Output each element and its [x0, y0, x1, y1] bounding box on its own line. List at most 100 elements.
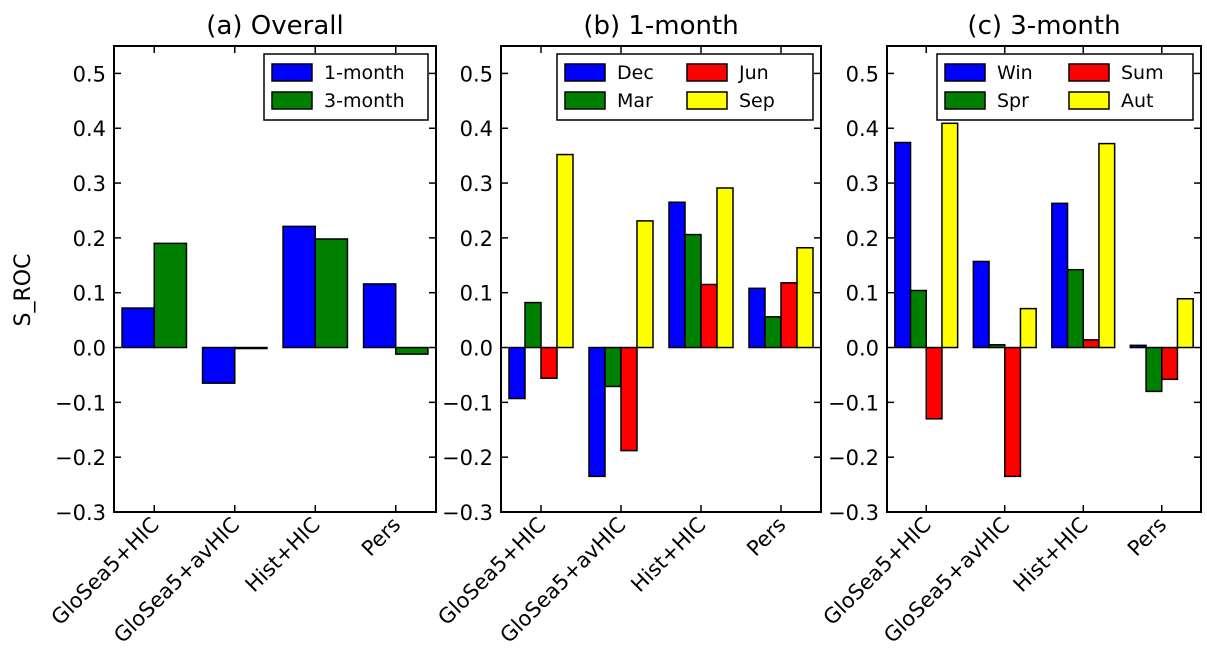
y-tick-label: 0.3: [73, 172, 106, 196]
legend-swatch: [271, 91, 313, 110]
y-tick-label: −0.3: [828, 501, 879, 525]
y-axis-label: S_ROC: [11, 254, 36, 327]
legend-label: Sep: [739, 90, 775, 112]
y-tick-label: 0.0: [73, 337, 106, 361]
panel-title: (a) Overall: [206, 11, 343, 41]
bar: [362, 283, 397, 349]
legend-label: Dec: [617, 62, 654, 84]
bar: [796, 247, 814, 349]
bar: [764, 316, 782, 349]
bar: [201, 346, 236, 384]
y-tick-label: −0.1: [828, 391, 879, 415]
x-tick-label: Pers: [1123, 513, 1171, 561]
panel-title: (c) 3-month: [967, 11, 1120, 41]
bar: [524, 301, 542, 349]
bar: [909, 289, 927, 349]
panel-2: (b) 1-month 0.5 0.4 0.3 0.2 0.1 0.0 −0.1 −0.2 −0.…: [433, 11, 822, 648]
bar: [716, 187, 734, 349]
y-tick-label: 0.5: [73, 62, 106, 86]
legend: Win Spr Sum Aut: [936, 53, 1194, 121]
legend-swatch: [686, 91, 728, 110]
y-tick-label: −0.1: [55, 391, 106, 415]
y-tick-label: −0.3: [442, 501, 493, 525]
legend-label: Jun: [738, 62, 769, 84]
legend-swatch: [944, 91, 986, 110]
legend-swatch: [1068, 91, 1110, 110]
y-tick-label: 0.4: [460, 117, 493, 141]
y-tick-label: 0.4: [846, 117, 879, 141]
bar: [925, 346, 943, 420]
bar: [121, 307, 156, 349]
bar: [1145, 346, 1163, 393]
bar: [780, 282, 798, 349]
y-tick-label: 0.0: [846, 337, 879, 361]
y-tick-label: −0.1: [442, 391, 493, 415]
y-tick-label: 0.1: [460, 282, 493, 306]
y-tick-label: 0.2: [846, 227, 879, 251]
bar: [620, 346, 638, 452]
bar: [748, 287, 766, 349]
bar: [282, 225, 316, 349]
legend: Dec Mar Jun Sep: [556, 53, 814, 121]
bar: [556, 153, 574, 349]
bar: [508, 346, 526, 400]
panel-3: (c) 3-month 0.5 0.4 0.3 0.2 0.1 0.0 −0.1 −0.2 −0.…: [819, 11, 1202, 648]
x-tick-label: Hist+HIC: [1009, 513, 1093, 597]
y-tick-label: −0.2: [828, 446, 879, 470]
y-tick-label: 0.5: [460, 62, 493, 86]
bar: [1082, 339, 1100, 349]
y-tick-label: −0.2: [442, 446, 493, 470]
y-tick-label: 0.1: [846, 282, 879, 306]
bar: [314, 238, 349, 349]
bar: [941, 122, 959, 349]
bar: [700, 283, 718, 349]
x-tick-label: Pers: [357, 513, 405, 561]
y-tick-label: 0.1: [73, 282, 106, 306]
legend-label: 3-month: [324, 90, 405, 112]
bar: [668, 201, 686, 349]
bar: [1176, 297, 1194, 349]
legend-swatch: [271, 63, 313, 82]
axes-frame: [886, 45, 1202, 513]
legend-label: Spr: [997, 90, 1029, 112]
bar: [588, 346, 606, 478]
legend-swatch: [686, 63, 728, 82]
bar: [972, 260, 990, 349]
bar: [1066, 268, 1085, 349]
bar: [894, 141, 912, 349]
bar: [1019, 307, 1037, 349]
x-tick-label: Hist+HIC: [241, 513, 325, 597]
legend-swatch: [564, 63, 606, 82]
bar: [1004, 346, 1022, 478]
bar: [604, 346, 622, 388]
legend-label: 1-month: [324, 62, 405, 84]
axes-frame: [113, 45, 437, 513]
bar: [395, 346, 429, 355]
bar: [540, 346, 558, 379]
y-tick-label: −0.3: [55, 501, 106, 525]
legend-swatch: [564, 91, 606, 110]
panel-1: (a) Overall 0.5 0.4 0.3 0.2 0.1 0.0 −0.1 −0.2 −0.…: [47, 11, 437, 648]
legend-label: Sum: [1121, 62, 1164, 84]
y-tick-label: 0.5: [846, 62, 879, 86]
x-tick-label: Pers: [742, 513, 790, 561]
bar: [153, 242, 188, 349]
bar: [1051, 202, 1069, 349]
legend-swatch: [944, 63, 986, 82]
legend-label: Aut: [1121, 90, 1154, 112]
bar: [1129, 344, 1147, 349]
y-tick-label: 0.2: [460, 227, 493, 251]
panel-title: (b) 1-month: [583, 11, 738, 41]
y-tick-label: 0.3: [846, 172, 879, 196]
legend-swatch: [1068, 63, 1110, 82]
y-tick-label: −0.2: [55, 446, 106, 470]
y-tick-label: 0.3: [460, 172, 493, 196]
bar: [1098, 142, 1116, 349]
legend-label: Win: [997, 62, 1033, 84]
bar: [234, 346, 268, 350]
y-tick-label: 0.0: [460, 337, 493, 361]
bar: [1161, 346, 1179, 381]
bar: [684, 233, 702, 349]
bar: [636, 220, 654, 349]
